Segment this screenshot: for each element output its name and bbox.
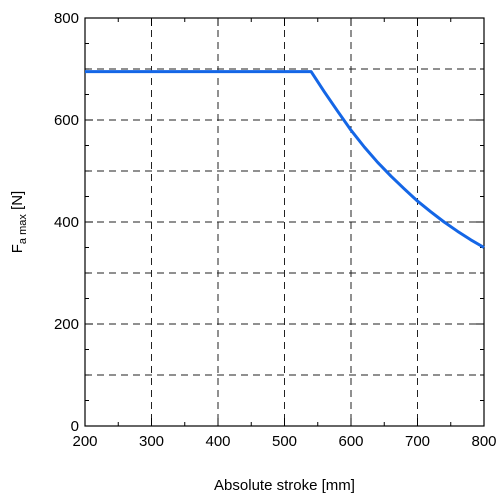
x-tick-label-700: 700 bbox=[405, 433, 430, 450]
y-axis-label-unit: [N] bbox=[9, 191, 26, 214]
y-axis-label: Fa max [N] bbox=[9, 191, 29, 253]
x-tick-label-300: 300 bbox=[139, 433, 164, 450]
x-tick-labels: 200 300 400 500 600 700 800 bbox=[72, 433, 496, 450]
y-tick-label-600: 600 bbox=[54, 112, 79, 129]
y-tick-labels: 0 200 400 600 800 bbox=[54, 10, 79, 435]
series-layer bbox=[85, 70, 485, 249]
x-axis-label: Absolute stroke [mm] bbox=[214, 477, 355, 494]
y-tick-label-800: 800 bbox=[54, 10, 79, 27]
grid bbox=[85, 18, 484, 426]
y-axis-label-main: F bbox=[9, 244, 26, 253]
x-tick-label-800: 800 bbox=[471, 433, 496, 450]
x-tick-label-500: 500 bbox=[272, 433, 297, 450]
y-tick-label-200: 200 bbox=[54, 316, 79, 333]
y-tick-label-0: 0 bbox=[71, 418, 79, 435]
y-tick-label-400: 400 bbox=[54, 214, 79, 231]
x-tick-label-200: 200 bbox=[72, 433, 97, 450]
x-tick-label-600: 600 bbox=[338, 433, 363, 450]
y-axis-label-sub: a max bbox=[17, 214, 29, 244]
plot-frame bbox=[84, 17, 485, 427]
x-tick-label-400: 400 bbox=[205, 433, 230, 450]
series-line-0 bbox=[85, 70, 485, 249]
